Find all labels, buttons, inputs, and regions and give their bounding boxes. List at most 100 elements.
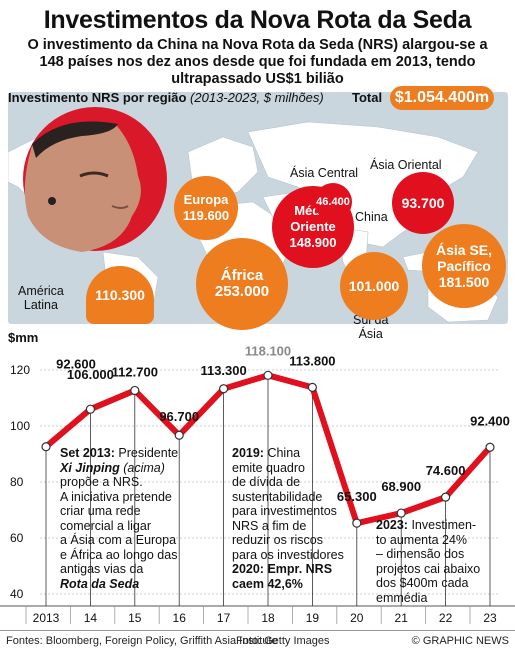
bubble-region-name: Ásia SE,: [435, 242, 493, 258]
annotation-line: to aumenta 24%: [376, 532, 468, 547]
y-tick-label: 80: [10, 475, 24, 489]
data-label: 65.300: [337, 489, 377, 504]
annotation-line: dos $400m cada: [376, 576, 469, 590]
annotation-line: 2020: Empr. NRS: [232, 562, 333, 576]
bubble-asia-central: 46.400: [314, 183, 352, 221]
bubble-africa: África 253.000: [196, 238, 288, 330]
annotation-line: 2023: Investimen-: [376, 518, 506, 533]
page-title: Investimentos da Nova Rota da Seda: [43, 6, 472, 34]
annotation-line: e África ao longo das: [60, 547, 178, 562]
place-label-china: China: [355, 210, 388, 224]
map-header-title: Investimento NRS por região: [8, 90, 187, 105]
bubble-america-latina: 110.300: [86, 266, 154, 324]
annotation-line: sustentabilidade: [232, 489, 323, 504]
data-label: 118.100: [245, 343, 291, 358]
bubble-sul-da-asia: 101.000: [340, 252, 408, 320]
annotation-line: para investimentos: [232, 504, 337, 518]
data-label: 68.900: [381, 479, 421, 494]
bubble-region-name: Europa: [183, 192, 229, 207]
map-header-units: (2013-2023, $ milhões): [190, 90, 324, 105]
bubble-region-value: 253.000: [214, 283, 270, 300]
x-tick-label: 15: [128, 611, 142, 625]
annotation-line: NRS a fim de: [232, 518, 307, 533]
data-point: [263, 370, 273, 380]
bubble-region-value: 110.300: [95, 287, 145, 303]
annotation-line: propõe a NRS.: [60, 475, 143, 489]
footer-brand: © GRAPHIC NEWS: [411, 635, 509, 647]
data-label: 106.000: [67, 367, 114, 382]
annotation-line: A iniciativa pretende: [60, 489, 172, 504]
data-label: 112.700: [112, 364, 158, 379]
annotation-text: Presidente: [114, 446, 179, 460]
data-points: [41, 370, 495, 528]
bubble-asia-oriental: 93.700: [392, 172, 454, 234]
annotation-line: – dimensão dos: [376, 547, 465, 561]
annotation-line: de dívida de: [232, 475, 301, 489]
annotation-line: comercial a ligar: [60, 518, 152, 533]
subtitle-line: ultrapassado US$1 bilião: [171, 71, 344, 87]
annotation-line: 2019: China: [232, 446, 367, 461]
data-point: [41, 442, 51, 452]
y-tick-label: 60: [10, 531, 24, 545]
annotation-line: emite quadro: [232, 460, 305, 475]
annotation-line: a Ásia com a Europa: [60, 533, 177, 547]
data-point: [307, 382, 317, 392]
region-label-line: Ásia: [358, 327, 383, 341]
bubble-europa: Europa 119.600: [174, 176, 238, 240]
region-label-america-latina: América Latina: [18, 284, 64, 312]
bubble-region-value: 148.900: [289, 235, 337, 250]
region-label-asia-central: Ásia Central: [290, 166, 359, 180]
data-label: 96.700: [159, 409, 199, 424]
annotation-text: Investimen-: [407, 518, 477, 532]
map-header: Investimento NRS por região (2013-2023, …: [8, 90, 324, 110]
annotation-line: Xi Jinping (acima): [60, 461, 225, 476]
point-stems: [45, 375, 491, 606]
data-point: [485, 442, 495, 452]
annotation-line: caem 42,6%: [232, 576, 303, 591]
annotation-line: Rota da Seda: [60, 576, 140, 591]
footer-sources: Fontes: Bloomberg, Foreign Policy, Griff…: [6, 635, 278, 647]
x-tick-label: 21: [395, 611, 409, 625]
annotation-text: China: [263, 446, 301, 460]
y-tick-label: 120: [10, 363, 30, 377]
footer-photo-credit: Foto: Getty Images: [236, 635, 330, 647]
y-axis-unit: $mm: [8, 330, 39, 345]
data-label: 113.300: [200, 363, 246, 378]
region-label-asia-oriental: Ásia Oriental: [370, 158, 442, 172]
annotation-year: 2023:: [376, 518, 408, 532]
annotation-year: Set 2013:: [60, 446, 115, 460]
annotation-year: 2019:: [232, 446, 264, 460]
annotation-line: criar uma rede: [60, 504, 141, 518]
data-point: [174, 430, 184, 440]
y-tick-label: 40: [10, 587, 24, 601]
annotation-name: Xi Jinping: [60, 460, 120, 475]
bubble-region-value: 46.400: [316, 196, 350, 208]
x-tick-label: 16: [173, 611, 187, 625]
x-tick-label: 20: [350, 611, 364, 625]
data-label: 74.600: [426, 463, 466, 478]
data-point: [219, 384, 229, 394]
bubble-region-value: 101.000: [348, 278, 400, 294]
subtitle-line: 148 países nos dez anos desde que foi fu…: [39, 54, 476, 70]
annotation-line: reduzir os riscos: [232, 533, 323, 547]
investment-line-chart: 40 60 80 100 120 2013 14 15 16 17 18 19 20 21 22 23 92…: [0, 343, 515, 625]
bubble-region-name: Pacífico: [437, 258, 491, 274]
x-tick-label: 2013: [33, 611, 60, 625]
x-tick-label: 23: [483, 611, 497, 625]
data-label: 92.600: [56, 357, 96, 372]
annotation-line: Set 2013: Presidente: [60, 446, 225, 461]
annotation-2013: Set 2013: Presidente Xi Jinping (acima) …: [60, 446, 225, 591]
annotation-line: para os investidores: [232, 547, 344, 562]
x-tick-label: 22: [439, 611, 453, 625]
data-point: [130, 385, 140, 396]
xi-jinping-portrait-icon: [23, 107, 167, 252]
data-point: [396, 508, 406, 518]
data-point: [352, 518, 362, 528]
bubble-region-value: 119.600: [182, 208, 230, 223]
x-tick-label: 19: [306, 611, 320, 625]
annotation-text: (acima): [119, 460, 165, 475]
bubble-region-value: 93.700: [401, 195, 445, 211]
subtitle-line: O investimento da China na Nova Rota da …: [27, 37, 488, 53]
data-label: 92.400: [470, 413, 510, 428]
